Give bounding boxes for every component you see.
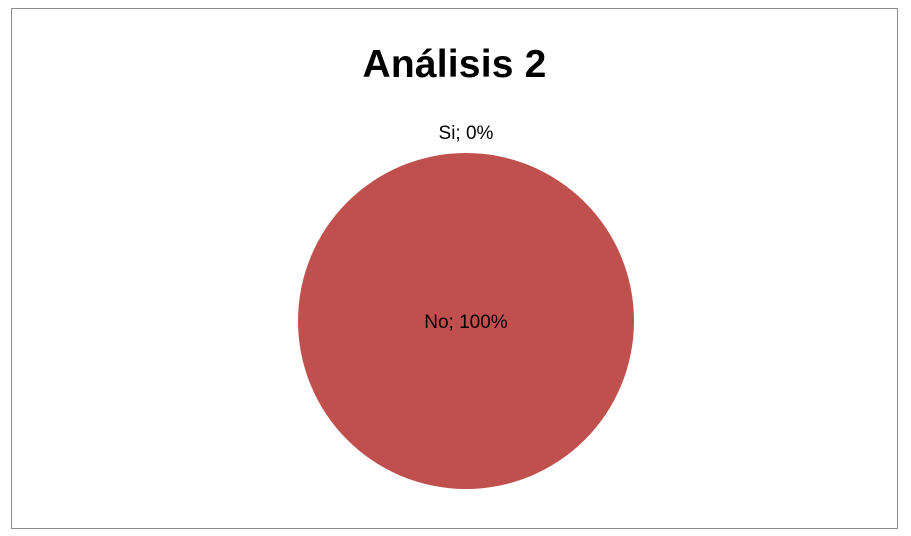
data-label-si: Si; 0% <box>439 123 494 144</box>
chart-title: Análisis 2 <box>362 43 547 86</box>
data-label-no: No; 100% <box>424 312 508 333</box>
chart-frame: Análisis 2 Si; 0% No; 100% <box>11 8 898 529</box>
pie-labels: Si; 0% No; 100% <box>424 123 508 333</box>
pie-slice-no <box>298 153 634 489</box>
pie-chart: Si; 0% No; 100% <box>298 123 634 489</box>
pie-slices <box>298 153 634 489</box>
